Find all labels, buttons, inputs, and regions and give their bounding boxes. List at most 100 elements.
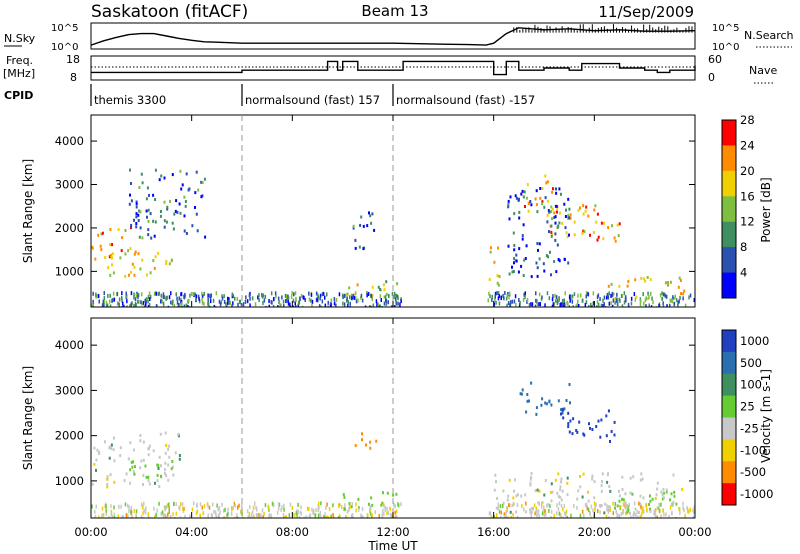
velocity-cell: [662, 487, 665, 491]
velocity-cell: [247, 514, 250, 518]
power-cell: [507, 203, 510, 207]
power-cell: [203, 291, 205, 296]
velocity-cell: [613, 420, 616, 424]
velocity-cell: [612, 511, 614, 516]
velocity-cell: [620, 511, 623, 516]
velocity-cell: [142, 440, 145, 444]
velocity-cell: [113, 515, 116, 518]
velocity-cell: [207, 513, 209, 518]
velocity-cell: [693, 505, 695, 510]
velocity-cell: [626, 504, 629, 508]
velocity-cell: [608, 507, 610, 512]
power-cell: [134, 297, 137, 302]
power-panel: [90, 114, 696, 308]
power-cell: [577, 293, 579, 298]
power-cell: [634, 297, 637, 302]
power-cell: [141, 258, 144, 262]
velocity-cell: [110, 447, 113, 450]
power-cell: [294, 301, 296, 306]
velocity-cell: [606, 480, 609, 484]
velocity-cell: [381, 512, 384, 517]
power-cell: [249, 303, 251, 307]
velocity-cell: [622, 510, 624, 515]
power-cell: [121, 291, 123, 296]
power-cell: [677, 285, 680, 289]
power-cell: [366, 291, 368, 294]
power-cell: [118, 297, 121, 302]
power-cell: [128, 202, 131, 206]
power-cell: [678, 299, 680, 304]
power-cell: [539, 187, 542, 190]
power-cell: [300, 293, 303, 298]
velocity-cell: [135, 512, 137, 517]
power-cell: [585, 294, 587, 299]
velocity-cell: [565, 509, 568, 514]
velocity-cell: [600, 418, 603, 422]
power-cell: [498, 294, 500, 298]
velocity-cell: [277, 506, 280, 511]
velocity-cell: [630, 515, 632, 518]
power-cell: [236, 296, 239, 301]
power-cell: [395, 301, 398, 306]
power-cell: [215, 291, 218, 296]
velocity-cell: [117, 514, 119, 518]
power-cell: [606, 295, 608, 300]
velocity-cell: [607, 472, 609, 476]
velocity-cell: [120, 504, 122, 509]
power-cell: [166, 295, 168, 300]
velocity-cell: [554, 478, 557, 482]
power-cell: [650, 305, 653, 307]
power-cell: [185, 303, 187, 307]
power-cell: [573, 233, 576, 237]
freq-series: [91, 60, 696, 76]
power-cell: [117, 228, 120, 232]
power-cell: [293, 292, 295, 297]
velocity-cell: [637, 515, 639, 518]
power-cell: [509, 300, 512, 305]
velocity-cell: [130, 505, 133, 510]
power-cell: [135, 303, 137, 307]
velocity-cell: [579, 513, 582, 518]
velocity-cell: [142, 474, 145, 477]
power-cell: [285, 299, 287, 304]
power-cell: [275, 294, 277, 299]
power-cell: [165, 262, 168, 265]
power-colorbar-frame: [721, 119, 737, 299]
velocity-cell: [210, 513, 213, 517]
power-cell: [530, 275, 533, 279]
cpid-segment-label: themis 3300: [94, 93, 166, 107]
power-cell: [610, 301, 612, 306]
power-cell: [519, 300, 521, 305]
velocity-cell: [560, 498, 563, 502]
velocity-cell: [538, 502, 540, 506]
velocity-cell: [387, 511, 390, 516]
power-cell: [511, 299, 514, 304]
power-cell: [514, 294, 517, 299]
power-cell: [135, 215, 138, 219]
power-cell: [597, 293, 600, 298]
power-cell: [157, 292, 159, 296]
velocity-cell: [161, 510, 164, 515]
velocity-cell: [230, 511, 233, 516]
velocity-cell: [550, 499, 553, 503]
velocity-cell: [531, 507, 534, 510]
velocity-cell: [560, 480, 563, 484]
power-cell: [333, 301, 336, 306]
power-cell: [607, 226, 610, 229]
power-cell: [139, 210, 142, 214]
velocity-cell: [280, 507, 282, 512]
velocity-cell: [213, 509, 215, 514]
power-cell: [124, 229, 127, 232]
power-cell: [152, 193, 155, 197]
velocity-cell: [571, 432, 574, 436]
velocity-cell: [132, 469, 135, 473]
power-cell: [534, 304, 537, 307]
power-cell: [148, 291, 151, 296]
power-cell: [513, 299, 516, 304]
power-cell: [173, 212, 176, 216]
velocity-cell: [568, 430, 571, 434]
velocity-cell: [565, 515, 568, 518]
power-cell: [108, 255, 111, 259]
velocity-cell: [246, 509, 249, 514]
power-cell: [330, 298, 333, 303]
